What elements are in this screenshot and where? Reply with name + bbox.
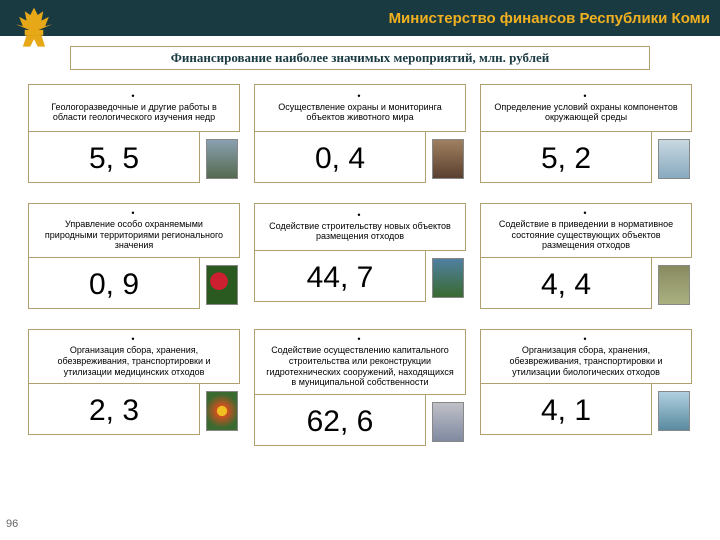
thumbnail-image [658, 265, 690, 305]
funding-grid: •Геологоразведочные и другие работы в об… [0, 84, 720, 446]
funding-cell: •Геологоразведочные и другие работы в об… [28, 84, 240, 183]
funding-cell: •Организация сбора, хранения, обезврежив… [28, 329, 240, 446]
cell-value: 5, 2 [480, 132, 652, 183]
thumbnail-image [206, 265, 238, 305]
cell-desc: •Содействие осуществлению капитального с… [254, 329, 466, 395]
header-bar: Министерство финансов Республики Коми [0, 0, 720, 36]
funding-cell: •Осуществление охраны и мониторинга объе… [254, 84, 466, 183]
subtitle-box: Финансирование наиболее значимых меропри… [70, 46, 650, 70]
funding-cell: •Содействие осуществлению капитального с… [254, 329, 466, 446]
funding-cell: •Содействие строительству новых объектов… [254, 203, 466, 309]
cell-desc: •Содействие в приведении в нормативное с… [480, 203, 692, 258]
thumbnail-image [206, 391, 238, 431]
cell-value: 44, 7 [254, 251, 426, 302]
cell-value: 5, 5 [28, 132, 200, 183]
funding-cell: •Организация сбора, хранения, обезврежив… [480, 329, 692, 446]
funding-cell: •Содействие в приведении в нормативное с… [480, 203, 692, 309]
thumbnail-image [206, 139, 238, 179]
cell-desc: •Геологоразведочные и другие работы в об… [28, 84, 240, 132]
cell-value: 0, 9 [28, 258, 200, 309]
cell-value: 4, 1 [480, 384, 652, 435]
cell-value: 4, 4 [480, 258, 652, 309]
cell-desc: •Организация сбора, хранения, обезврежив… [28, 329, 240, 384]
thumbnail-image [432, 139, 464, 179]
cell-value: 62, 6 [254, 395, 426, 446]
cell-desc: •Управление особо охраняемыми природными… [28, 203, 240, 258]
thumbnail-image [432, 402, 464, 442]
page-number: 96 [6, 518, 18, 530]
cell-desc: •Организация сбора, хранения, обезврежив… [480, 329, 692, 384]
cell-value: 0, 4 [254, 132, 426, 183]
thumbnail-image [658, 391, 690, 431]
cell-desc: •Осуществление охраны и мониторинга объе… [254, 84, 466, 132]
thumbnail-image [432, 258, 464, 298]
cell-value: 2, 3 [28, 384, 200, 435]
header-title: Министерство финансов Республики Коми [389, 10, 710, 27]
funding-cell: •Определение условий охраны компонентов … [480, 84, 692, 183]
funding-cell: •Управление особо охраняемыми природными… [28, 203, 240, 309]
emblem-icon [6, 2, 62, 54]
thumbnail-image [658, 139, 690, 179]
cell-desc: •Содействие строительству новых объектов… [254, 203, 466, 251]
cell-desc: •Определение условий охраны компонентов … [480, 84, 692, 132]
